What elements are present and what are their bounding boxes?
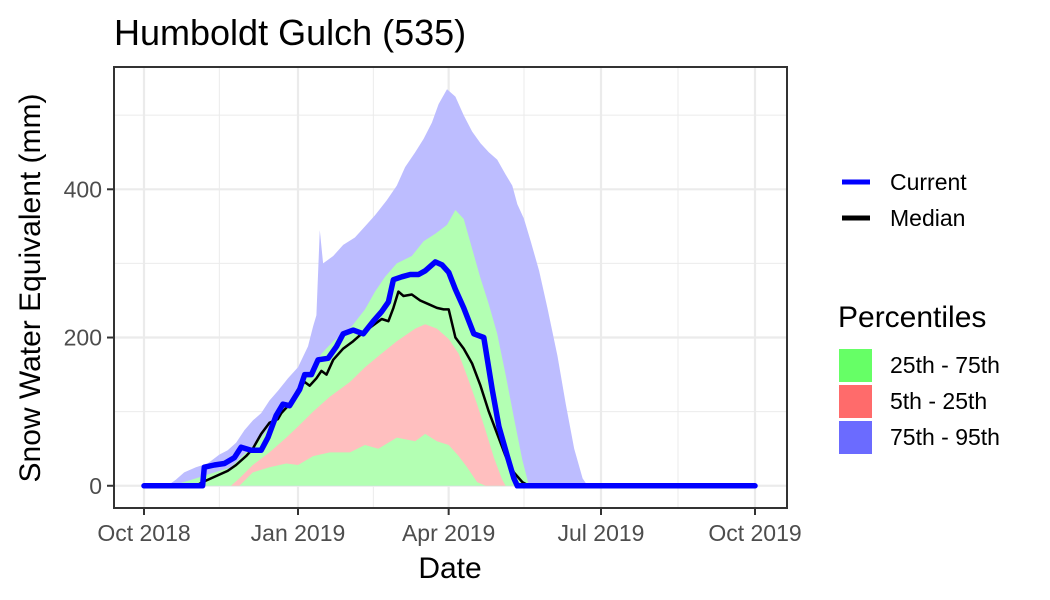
legend-label-5th-25th: 5th - 25th — [890, 388, 987, 414]
chart-title: Humboldt Gulch (535) — [114, 12, 466, 53]
x-tick-label: Jan 2019 — [251, 520, 346, 546]
plot-panel-border — [113, 66, 788, 509]
x-tick-label: Oct 2019 — [708, 520, 801, 546]
legend: Current Median Percentiles 25th - 75th 5th -… — [838, 169, 1000, 454]
y-tick-label: 400 — [64, 176, 102, 202]
x-tick-label: Oct 2018 — [97, 520, 190, 546]
legend-swatch-5th-25th — [839, 385, 872, 418]
tick-layer: Oct 2018 Jan 2019 Apr 2019 Jul 2019 Oct 2019… — [64, 176, 802, 546]
series-line-current — [141, 259, 758, 489]
legend-label-median: Median — [890, 205, 965, 231]
band-layer — [144, 89, 755, 486]
y-tick-label: 0 — [89, 473, 102, 499]
x-axis-title: Date — [418, 552, 481, 585]
x-tick-label: Jul 2019 — [558, 520, 645, 546]
y-axis-title: Snow Water Equivalent (mm) — [14, 93, 47, 482]
band-5th-25th — [144, 324, 755, 486]
legend-label-25th-75th: 25th - 75th — [890, 352, 1000, 378]
legend-label-current: Current — [890, 169, 967, 195]
x-tick-label: Apr 2019 — [402, 520, 495, 546]
legend-swatch-75th-95th — [839, 421, 872, 454]
legend-label-75th-95th: 75th - 95th — [890, 424, 1000, 450]
legend-title-percentiles: Percentiles — [838, 301, 986, 334]
legend-swatch-25th-75th — [839, 349, 872, 382]
line-layer — [141, 259, 758, 489]
y-tick-label: 200 — [64, 325, 102, 351]
